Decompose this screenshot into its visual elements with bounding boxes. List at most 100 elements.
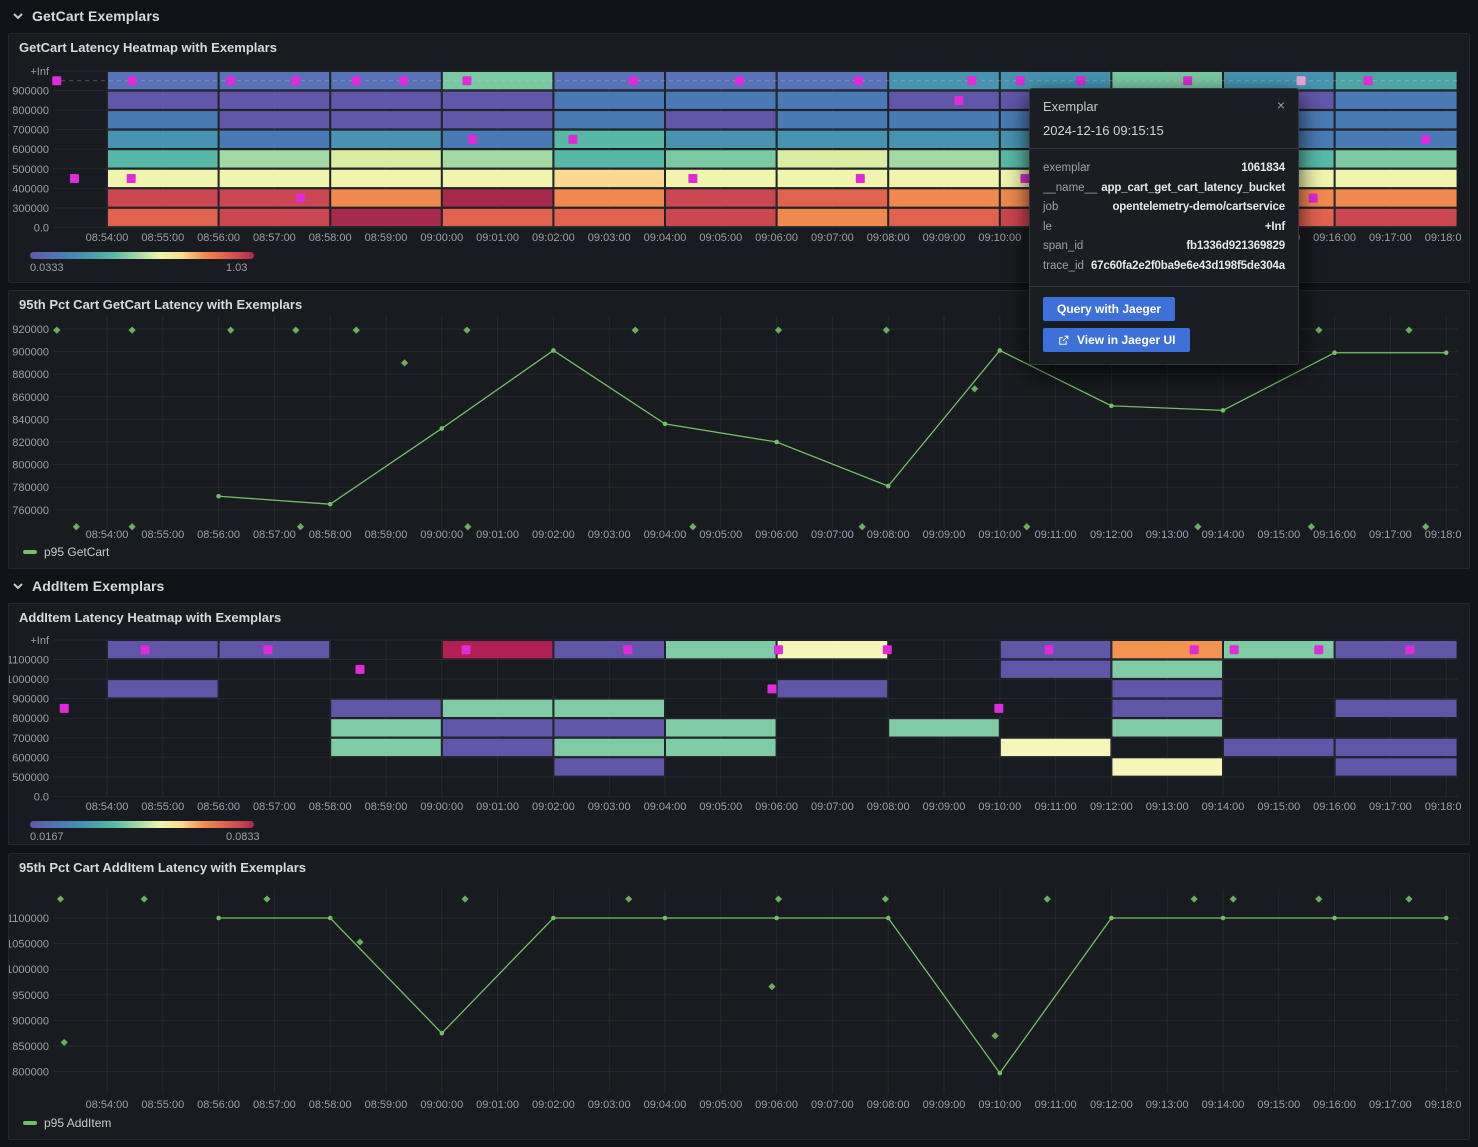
svg-text:09:02:00: 09:02:00 [532, 529, 575, 541]
svg-text:08:56:00: 08:56:00 [197, 1099, 240, 1111]
svg-text:09:05:00: 09:05:00 [699, 801, 742, 813]
svg-text:0.0: 0.0 [34, 222, 49, 234]
svg-text:08:54:00: 08:54:00 [86, 232, 129, 244]
svg-text:09:16:00: 09:16:00 [1313, 529, 1356, 541]
svg-text:09:07:00: 09:07:00 [811, 232, 854, 244]
svg-text:09:03:00: 09:03:00 [588, 529, 631, 541]
close-icon[interactable]: × [1276, 97, 1285, 113]
additem-latency-canvas[interactable]: 1100000 1050000 1000000 950000 900000 850000 8… [9, 854, 1461, 1140]
svg-text:09:11:00: 09:11:00 [1035, 529, 1077, 541]
series-legend-p95-getcart[interactable]: p95 GetCart [23, 544, 109, 560]
svg-text:920000: 920000 [12, 324, 49, 336]
svg-text:09:04:00: 09:04:00 [644, 1099, 687, 1111]
svg-text:08:54:00: 08:54:00 [86, 801, 129, 813]
svg-text:08:54:00: 08:54:00 [86, 529, 129, 541]
svg-text:700000: 700000 [12, 733, 49, 745]
series-color-swatch [23, 550, 37, 554]
svg-text:09:16:00: 09:16:00 [1313, 801, 1356, 813]
svg-text:09:06:00: 09:06:00 [755, 232, 798, 244]
getcart-latency-canvas[interactable]: 920000 900000 880000 860000 840000 820000 8000… [9, 291, 1461, 569]
svg-text:1050000: 1050000 [9, 939, 49, 951]
svg-text:500000: 500000 [12, 164, 49, 176]
svg-text:600000: 600000 [12, 144, 49, 156]
svg-text:09:14:00: 09:14:00 [1202, 529, 1245, 541]
section-label: GetCart Exemplars [32, 8, 160, 24]
svg-text:09:12:00: 09:12:00 [1090, 801, 1133, 813]
query-with-jaeger-button[interactable]: Query with Jaeger [1043, 297, 1176, 321]
panel-title[interactable]: 95th Pct Cart AddItem Latency with Exemp… [19, 860, 307, 875]
panel-title[interactable]: GetCart Latency Heatmap with Exemplars [19, 40, 277, 55]
svg-text:09:03:00: 09:03:00 [588, 1099, 631, 1111]
svg-text:800000: 800000 [12, 1067, 49, 1079]
svg-text:860000: 860000 [12, 392, 49, 404]
svg-text:0.0: 0.0 [34, 791, 49, 803]
svg-text:1100000: 1100000 [9, 913, 49, 925]
svg-text:09:16:00: 09:16:00 [1313, 232, 1356, 244]
series-legend-label: p95 GetCart [44, 545, 110, 559]
svg-text:09:04:00: 09:04:00 [644, 801, 687, 813]
panel-additem-heatmap: AddItem Latency Heatmap with Exemplars +… [8, 603, 1470, 845]
svg-text:900000: 900000 [12, 694, 49, 706]
chevron-down-icon [13, 13, 23, 20]
tooltip-field-trace-id: trace_id 67c60fa2e2f0ba9e6e43d198f5de304… [1043, 259, 1285, 272]
svg-text:09:03:00: 09:03:00 [588, 232, 631, 244]
svg-text:780000: 780000 [12, 482, 49, 494]
svg-text:08:57:00: 08:57:00 [253, 801, 296, 813]
svg-text:09:01:00: 09:01:00 [476, 801, 519, 813]
svg-text:09:04:00: 09:04:00 [644, 529, 687, 541]
svg-text:09:09:00: 09:09:00 [923, 801, 966, 813]
svg-text:08:57:00: 08:57:00 [253, 529, 296, 541]
svg-text:09:13:00: 09:13:00 [1146, 529, 1189, 541]
svg-text:09:14:00: 09:14:00 [1202, 801, 1245, 813]
svg-text:09:10:00: 09:10:00 [978, 801, 1021, 813]
svg-text:09:00:00: 09:00:00 [420, 232, 463, 244]
series-legend-p95-additem[interactable]: p95 AddItem [23, 1115, 111, 1131]
svg-text:08:58:00: 08:58:00 [309, 801, 352, 813]
svg-text:09:01:00: 09:01:00 [476, 1099, 519, 1111]
svg-text:820000: 820000 [12, 437, 49, 449]
svg-text:09:18:00: 09:18:00 [1425, 801, 1461, 813]
exemplar-tooltip: Exemplar × 2024-12-16 09:15:15 exemplar … [1029, 88, 1299, 365]
svg-text:08:59:00: 08:59:00 [365, 529, 408, 541]
series-color-swatch [23, 1121, 37, 1125]
divider [1030, 286, 1298, 287]
svg-text:09:09:00: 09:09:00 [923, 1099, 966, 1111]
svg-text:500000: 500000 [12, 772, 49, 784]
svg-text:08:55:00: 08:55:00 [141, 801, 184, 813]
tooltip-title: Exemplar [1043, 99, 1098, 114]
svg-text:09:00:00: 09:00:00 [420, 1099, 463, 1111]
tooltip-field-le: le +Inf [1043, 220, 1285, 233]
section-additem-exemplars[interactable]: AddItem Exemplars [0, 572, 1478, 600]
svg-text:08:59:00: 08:59:00 [365, 1099, 408, 1111]
panel-title[interactable]: AddItem Latency Heatmap with Exemplars [19, 610, 282, 625]
panel-additem-latency: 95th Pct Cart AddItem Latency with Exemp… [8, 853, 1470, 1140]
svg-text:400000: 400000 [12, 183, 49, 195]
svg-text:09:08:00: 09:08:00 [867, 1099, 910, 1111]
color-scale-legend: 0.0333 1.03 [30, 252, 270, 274]
series-legend-label: p95 AddItem [44, 1116, 112, 1130]
tooltip-timestamp: 2024-12-16 09:15:15 [1043, 123, 1164, 138]
svg-text:09:04:00: 09:04:00 [644, 232, 687, 244]
svg-text:09:07:00: 09:07:00 [811, 801, 854, 813]
svg-text:08:58:00: 08:58:00 [309, 232, 352, 244]
svg-text:09:08:00: 09:08:00 [867, 529, 910, 541]
svg-text:840000: 840000 [12, 414, 49, 426]
svg-text:08:59:00: 08:59:00 [365, 801, 408, 813]
svg-text:1100000: 1100000 [9, 655, 49, 667]
svg-text:09:00:00: 09:00:00 [420, 801, 463, 813]
view-in-jaeger-button[interactable]: View in Jaeger UI [1043, 328, 1190, 352]
section-getcart-exemplars[interactable]: GetCart Exemplars [0, 2, 1478, 30]
svg-text:09:10:00: 09:10:00 [978, 232, 1021, 244]
svg-text:09:14:00: 09:14:00 [1202, 1099, 1245, 1111]
svg-text:08:57:00: 08:57:00 [253, 232, 296, 244]
color-scale-legend: 0.0167 0.0833 [30, 821, 270, 843]
svg-text:09:02:00: 09:02:00 [532, 232, 575, 244]
divider [1030, 148, 1298, 149]
color-scale-min: 0.0333 [30, 262, 64, 274]
svg-text:08:58:00: 08:58:00 [309, 529, 352, 541]
additem-heatmap-canvas[interactable]: +Inf 1100000 1000000 900000 800000 700000 6000… [9, 604, 1461, 845]
color-scale-max: 1.03 [226, 262, 248, 274]
svg-text:09:18:00: 09:18:00 [1425, 1099, 1461, 1111]
panel-title[interactable]: 95th Pct Cart GetCart Latency with Exemp… [19, 297, 303, 312]
